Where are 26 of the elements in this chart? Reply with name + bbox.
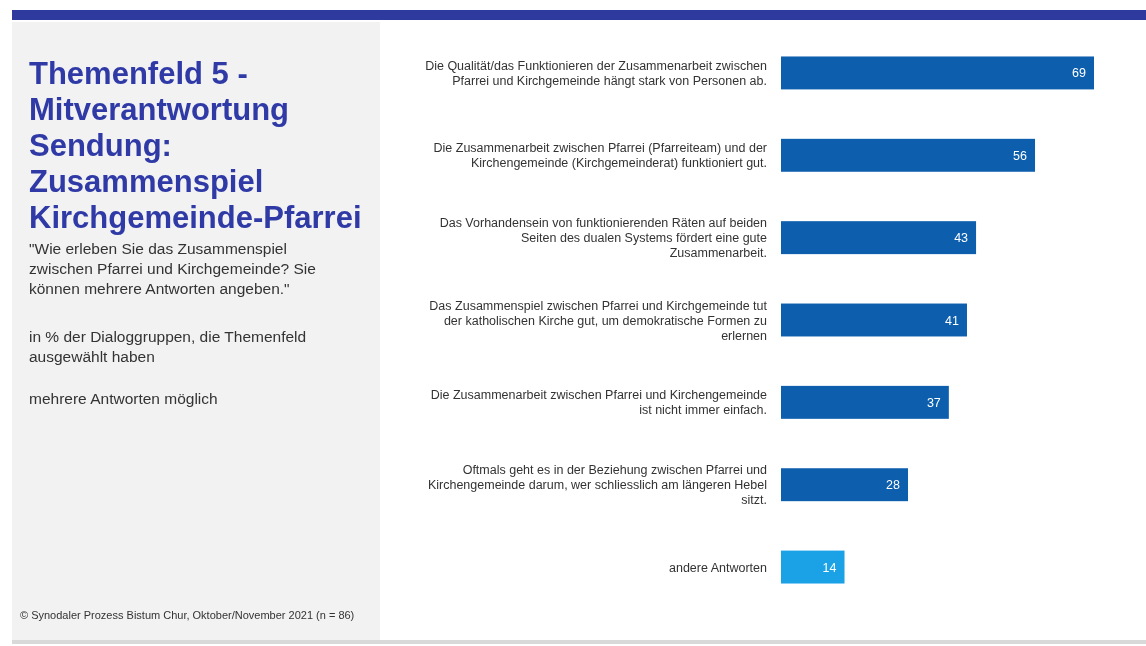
- bar: [781, 550, 845, 584]
- y-tick-label: Das Vorhandensein von funktionierenden Räten auf beiden Seiten des dualen Systems fördert eine gute Zusammenarbeit.: [439, 216, 768, 261]
- bar: [781, 385, 949, 419]
- data-label: 56: [1013, 148, 1028, 163]
- data-label: 43: [954, 231, 969, 246]
- text: Themenfeld 5 - Mitverantwortung Sendung: Zusammenspiel Kirchgemeinde-Pfarrei: [29, 56, 362, 235]
- bar: [781, 221, 977, 255]
- bar: [781, 138, 1036, 172]
- text: "Wie erleben Sie das Zusammenspiel zwischen Pfarrei und Kirchgemeinde? Sie können mehrere Antworten angeben.": [29, 240, 316, 297]
- text: mehrere Antworten möglich: [29, 390, 218, 407]
- data-label: 41: [945, 313, 960, 328]
- y-tick-label: Die Qualität/das Funktionieren der Zusammenarbeit zwischen Pfarrei und Kirchgemeinde hängt stark von Personen ab.: [425, 58, 768, 88]
- data-label: 37: [926, 395, 941, 410]
- y-tick-label: Das Zusammenspiel zwischen Pfarrei und Kirchgemeinde tut der katholischen Kirche gut, um demokratische Formen zu erlernen: [429, 298, 768, 343]
- data-label: 69: [1072, 66, 1087, 81]
- bar: [781, 56, 1094, 90]
- bar: [781, 303, 967, 337]
- y-tick-label: Die Zusammenarbeit zwischen Pfarrei (Pfarreiteam) und der Kirchengemeinde (Kirchgemeinderat) funktioniert gut.: [433, 141, 767, 171]
- y-tick-label: Oftmals geht es in der Beziehung zwischen Pfarrei und Kirchengemeinde darum, wer schliesslich am längeren Hebel sitzt.: [427, 463, 768, 508]
- y-tick-label: andere Antworten: [669, 560, 768, 575]
- y-tick-label: Die Zusammenarbeit zwischen Pfarrei und Kirchengemeinde ist nicht immer einfach.: [430, 388, 768, 418]
- text: in % der Dialoggruppen, die Themenfeld ausgewählt haben: [29, 328, 307, 365]
- data-label: 28: [886, 478, 901, 493]
- bar: [781, 468, 909, 502]
- text: © Synodaler Prozess Bistum Chur, Oktober/November 2021 (n = 86): [20, 609, 355, 621]
- data-label: 14: [822, 560, 837, 575]
